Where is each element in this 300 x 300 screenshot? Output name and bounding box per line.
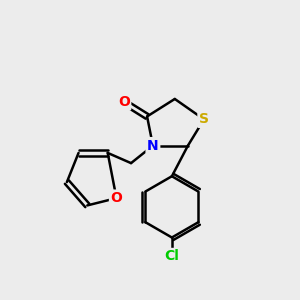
Text: Cl: Cl bbox=[164, 250, 179, 263]
Text: S: S bbox=[199, 112, 209, 126]
Text: O: O bbox=[118, 95, 130, 109]
Text: O: O bbox=[110, 191, 122, 205]
Text: N: N bbox=[147, 139, 159, 153]
